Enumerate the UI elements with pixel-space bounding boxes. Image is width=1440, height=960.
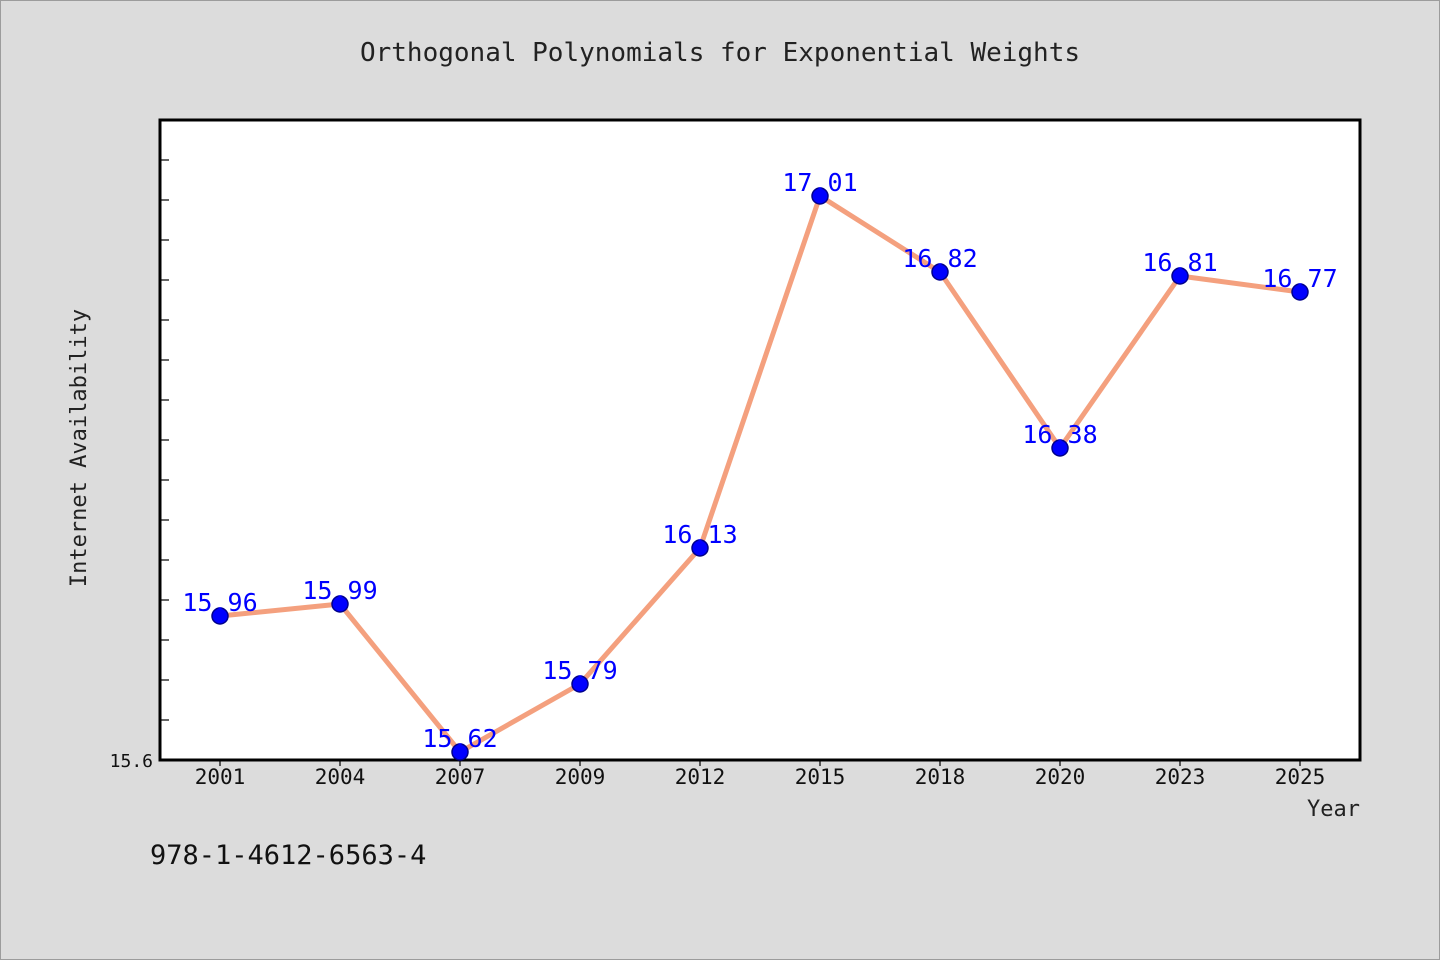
series-line — [217, 193, 1303, 755]
data-label: 15.62 — [422, 724, 497, 753]
data-point — [691, 539, 709, 557]
data-point — [571, 675, 589, 693]
x-tick-label: 2015 — [795, 765, 846, 789]
x-axis-label: Year — [1307, 797, 1360, 822]
data-point — [1171, 267, 1189, 285]
y-axis-ticks: 15.6 — [110, 159, 169, 772]
data-point — [811, 187, 829, 205]
data-label: 15.99 — [302, 576, 377, 605]
x-tick-label: 2009 — [555, 765, 606, 789]
data-label: 16.13 — [662, 520, 737, 549]
x-tick-label: 2004 — [315, 765, 366, 789]
data-point — [1051, 439, 1069, 457]
data-point — [931, 263, 949, 281]
data-label: 16.77 — [1262, 264, 1337, 293]
data-labels: 15.96 15.99 15.62 15.79 16.13 17.01 16.82 16.38… — [182, 168, 1337, 753]
x-tick-label: 2007 — [435, 765, 486, 789]
data-point — [1291, 283, 1309, 301]
data-label: 16.82 — [902, 244, 977, 273]
x-tick-label: 2018 — [915, 765, 966, 789]
x-tick-label: 2001 — [195, 765, 246, 789]
footer-isbn: 978-1-4612-6563-4 — [150, 840, 426, 871]
plot-area — [158, 118, 1362, 762]
chart-title: Orthogonal Polynomials for Exponential W… — [360, 38, 1080, 68]
data-point — [331, 595, 349, 613]
x-axis-ticks: 2001 2004 2007 2009 2012 2015 2018 2020 2023 2025 — [195, 761, 1326, 789]
data-label: 16.38 — [1022, 420, 1097, 449]
series-line-group — [217, 193, 1303, 755]
x-tick-label: 2020 — [1035, 765, 1086, 789]
data-point — [211, 607, 229, 625]
data-label: 17.01 — [782, 168, 857, 197]
y-tick-label: 15.6 — [110, 751, 153, 772]
x-tick-label: 2023 — [1155, 765, 1206, 789]
x-tick-label: 2012 — [675, 765, 726, 789]
data-markers — [211, 187, 1309, 761]
x-tick-label: 2025 — [1275, 765, 1326, 789]
data-label: 15.96 — [182, 588, 257, 617]
data-label: 15.79 — [542, 656, 617, 685]
data-label: 16.81 — [1142, 248, 1217, 277]
data-point — [451, 743, 469, 761]
y-axis-label: Internet Availability — [67, 309, 92, 587]
